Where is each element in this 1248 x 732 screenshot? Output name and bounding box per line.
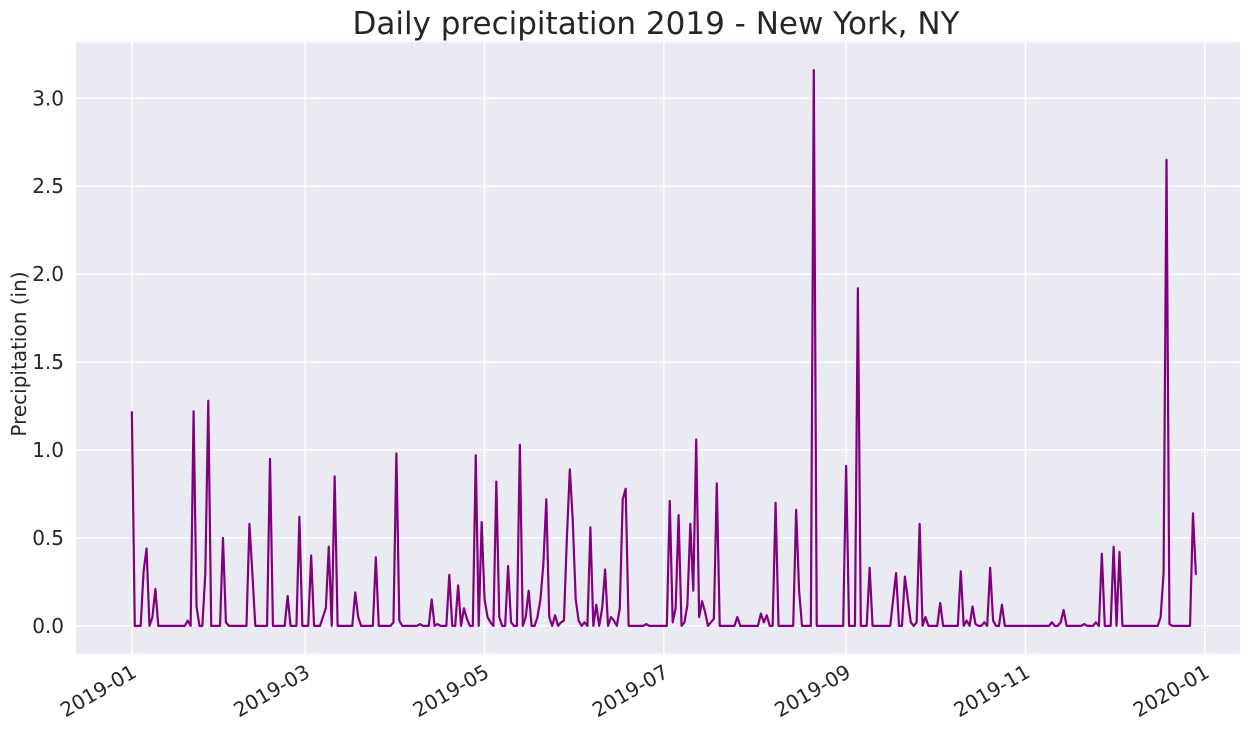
y-tick-labels: 0.0 0.5 1.0 1.5 2.0 2.5 3.0: [32, 86, 64, 638]
series-line-precipitation: [130, 69, 1198, 627]
y-tick-label: 1.0: [32, 438, 64, 462]
y-tick-label: 2.0: [32, 262, 64, 286]
x-tick-label: 2019-09: [770, 660, 854, 723]
x-tick-label: 2020-01: [1129, 660, 1213, 723]
x-tick-label: 2019-11: [950, 660, 1034, 723]
y-tick-label: 0.5: [32, 526, 64, 550]
x-tick-label: 2019-01: [56, 660, 140, 723]
y-tick-label: 3.0: [32, 86, 64, 110]
x-tick-label: 2019-03: [229, 660, 313, 723]
x-tick-label: 2019-07: [588, 660, 672, 723]
y-axis-label: Precipitation (in): [7, 271, 31, 436]
chart-title: Daily precipitation 2019 - New York, NY: [352, 6, 959, 42]
y-tick-label: 0.0: [32, 614, 64, 638]
x-tick-label: 2019-05: [409, 660, 493, 723]
grid-lines: [76, 42, 1240, 654]
series-group: [130, 69, 1198, 627]
x-tick-labels: 2019-01 2019-03 2019-05 2019-07 2019-09 2019-…: [56, 660, 1213, 723]
y-tick-label: 1.5: [32, 350, 64, 374]
plot-area: [76, 42, 1240, 654]
y-tick-label: 2.5: [32, 174, 64, 198]
